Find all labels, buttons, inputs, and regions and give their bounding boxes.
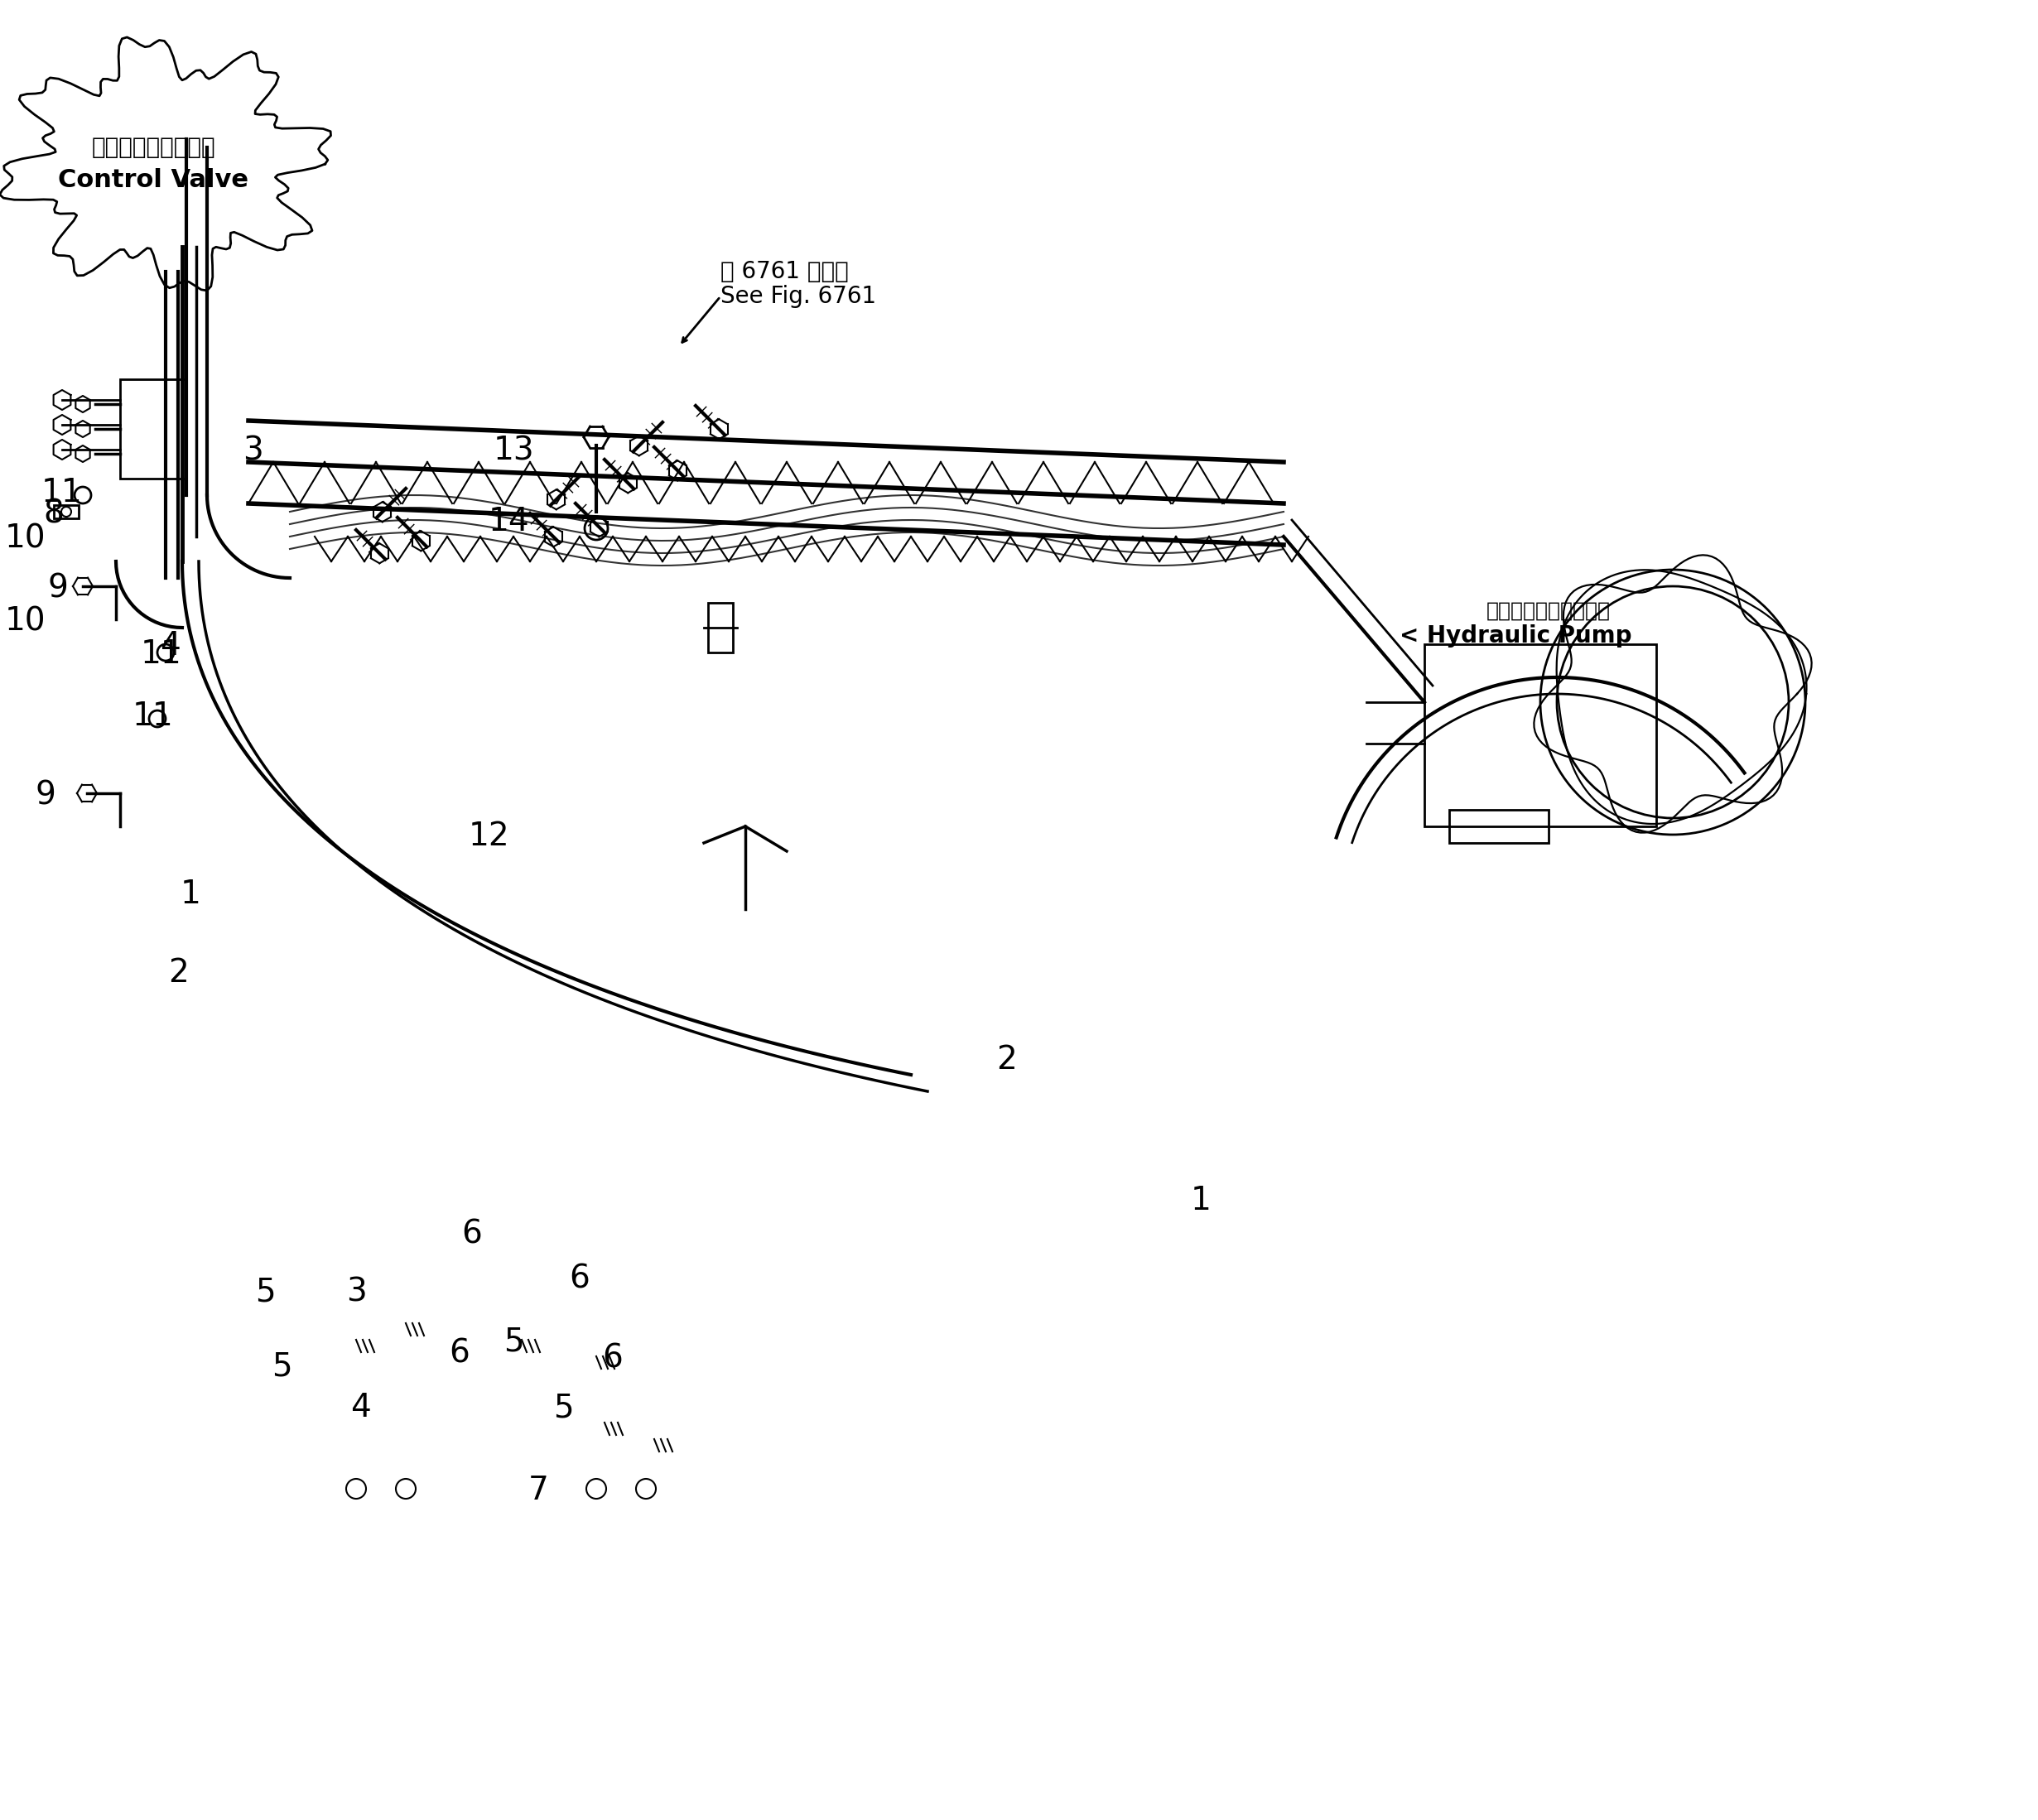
Text: 6: 6 [448, 1338, 471, 1370]
Text: 2: 2 [167, 957, 187, 988]
Text: 13: 13 [493, 435, 534, 468]
Text: 11: 11 [41, 477, 84, 508]
Bar [1449, 810, 1549, 843]
Text: コントロールバルブ: コントロールバルブ [92, 136, 216, 158]
Text: 6: 6 [569, 1263, 589, 1296]
Text: < Hydraulic Pump: < Hydraulic Pump [1400, 624, 1632, 648]
Bar [53, 506, 79, 519]
Text: 5: 5 [552, 1392, 573, 1423]
Text: 7: 7 [528, 1474, 548, 1507]
Text: 3: 3 [346, 1276, 367, 1307]
Text: 6: 6 [463, 1218, 483, 1250]
Text: 3: 3 [243, 435, 263, 468]
Text: 10: 10 [4, 522, 45, 553]
Text: 1: 1 [179, 879, 202, 910]
Text: 5: 5 [503, 1325, 524, 1358]
Text: 8: 8 [43, 497, 63, 530]
Text: 10: 10 [4, 606, 45, 637]
Text: 9: 9 [35, 779, 55, 810]
Text: ハイドロリックポンプ: ハイドロリックポンプ [1486, 601, 1610, 621]
Text: 4: 4 [351, 1392, 371, 1423]
Text: 2: 2 [997, 1045, 1017, 1076]
Text: 9: 9 [47, 571, 67, 604]
Text: 1: 1 [1190, 1185, 1211, 1216]
Text: 11: 11 [132, 701, 173, 732]
Text: 5: 5 [271, 1350, 291, 1381]
Text: Control Valve: Control Valve [57, 169, 249, 193]
Bar [707, 602, 734, 653]
Text: 5: 5 [255, 1276, 275, 1307]
Text: 6: 6 [603, 1341, 624, 1374]
Text: See Fig. 6761: See Fig. 6761 [721, 286, 876, 308]
Text: 14: 14 [489, 506, 530, 537]
Bar [120, 379, 185, 479]
Text: 12: 12 [469, 821, 510, 852]
Bar [1425, 644, 1657, 826]
Text: 第 6761 図参照: 第 6761 図参照 [721, 260, 848, 284]
Text: 4: 4 [159, 630, 179, 662]
Text: 11: 11 [141, 639, 181, 670]
